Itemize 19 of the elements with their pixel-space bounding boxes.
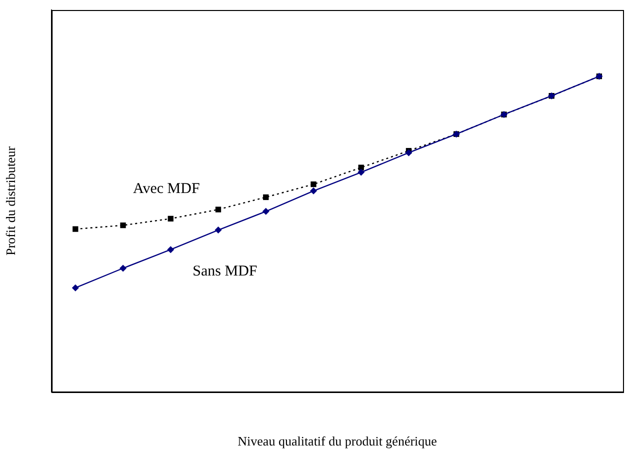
point <box>358 164 364 170</box>
point <box>263 194 269 200</box>
series-label: Sans MDF <box>192 264 258 280</box>
point <box>214 226 222 234</box>
point <box>358 168 365 176</box>
point <box>310 187 317 194</box>
point <box>120 264 127 272</box>
point <box>405 149 412 156</box>
point <box>167 246 174 254</box>
point <box>262 208 270 215</box>
point <box>120 222 126 228</box>
point <box>168 216 174 222</box>
point <box>215 206 222 212</box>
point <box>72 284 79 292</box>
x-axis-title: Niveau qualitatif du produit générique <box>238 434 438 449</box>
y-axis-title: Profit du distributeur <box>3 146 18 256</box>
series-label: Avec MDF <box>133 181 200 198</box>
point <box>72 226 78 232</box>
point <box>310 181 316 188</box>
